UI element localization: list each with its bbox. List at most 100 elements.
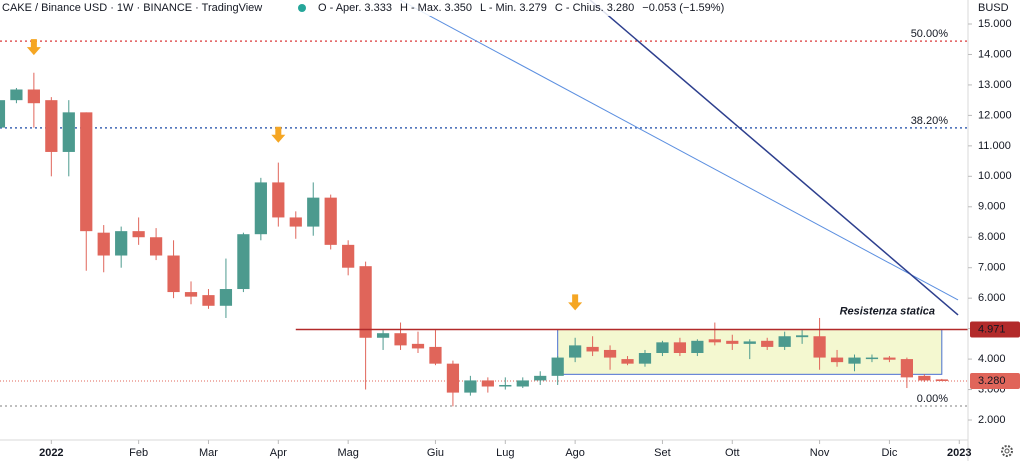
candle-body [621, 359, 634, 364]
candle-body [796, 335, 809, 338]
candle-body [534, 375, 547, 381]
y-tick-label: 7.000 [978, 262, 1006, 274]
y-tick-label: 8.000 [978, 231, 1006, 243]
y-tick-label: 10.000 [978, 170, 1012, 182]
candle-body [551, 357, 564, 376]
candle-body [743, 341, 756, 344]
candle-body [237, 234, 250, 290]
candle-body [324, 197, 337, 245]
candle-body [272, 182, 285, 218]
legend-value: 3.333 [364, 2, 392, 14]
price-badge-label: 3.280 [978, 375, 1006, 387]
candle-body [254, 182, 267, 235]
y-tick-label: 2.000 [978, 414, 1006, 426]
fib-level-label: 38.20% [911, 115, 949, 127]
candle-body [149, 237, 163, 256]
y-tick-label: 11.000 [978, 140, 1011, 152]
candle-body [62, 112, 75, 152]
candle-body [761, 340, 774, 347]
candle-body [202, 295, 215, 306]
candle-body [918, 375, 931, 381]
candle-body [184, 292, 198, 297]
candle-body [778, 336, 791, 347]
y-tick-label: 9.000 [978, 201, 1006, 213]
fib-level-label: 0.00% [917, 393, 948, 405]
x-tick-label: Feb [129, 447, 148, 459]
axis-unit: BUSD [978, 2, 1009, 14]
legend-value: 3.350 [445, 2, 473, 14]
candle-body [446, 363, 460, 393]
y-tick-label: 12.000 [978, 109, 1012, 121]
candle-body [80, 112, 93, 232]
candle-body [411, 343, 425, 349]
candle-body [865, 357, 879, 360]
candle-body [848, 357, 861, 364]
candle-body [638, 352, 652, 364]
candle-body [673, 342, 687, 353]
candle-body [586, 346, 599, 352]
x-tick-label: Set [654, 447, 671, 459]
x-tick-label: Nov [810, 447, 830, 459]
candle-body [115, 231, 128, 256]
legend-label: H - Max. [400, 2, 442, 14]
legend-value: 3.280 [607, 2, 635, 14]
settings-icon[interactable] [1001, 445, 1013, 457]
fib-level-label: 50.00% [911, 28, 949, 40]
x-tick-label: Dic [881, 447, 897, 459]
candle-body [307, 197, 320, 227]
x-tick-label: Mar [199, 447, 218, 459]
candle-body [376, 333, 390, 338]
candle-body [359, 266, 372, 338]
legend-change: −0.053 (−1.59%) [642, 2, 724, 14]
candle-body [45, 100, 58, 152]
price-badge-label: 4.971 [978, 323, 1006, 335]
eye-icon[interactable] [298, 4, 306, 12]
legend-label: O - Aper. [318, 2, 361, 14]
trendline [399, 0, 959, 301]
candle-body [97, 232, 110, 256]
candle-body [27, 89, 40, 104]
candle-body [726, 340, 739, 344]
x-tick-label: Ott [725, 447, 740, 459]
x-tick-label: 2023 [947, 447, 971, 459]
chart-title: CAKE / Binance USD · 1W · BINANCE · Trad… [2, 2, 262, 14]
x-tick-label: Mag [337, 447, 358, 459]
x-tick-label: Ago [565, 447, 585, 459]
x-tick-label: 2022 [39, 447, 63, 459]
arrow-marker [271, 126, 286, 143]
legend-value: 3.279 [519, 2, 547, 14]
candle-body [0, 100, 6, 128]
candle-body [883, 357, 896, 360]
candle-body [342, 244, 355, 268]
candle-body [516, 380, 529, 387]
header-bg [0, 0, 960, 16]
legend-label: C - Chius. [555, 2, 604, 14]
candle-body [569, 345, 582, 358]
candle-body [900, 359, 913, 378]
price-badge [970, 373, 1020, 390]
candle-body [499, 384, 512, 387]
candle-body [429, 346, 442, 364]
candle-body [656, 342, 669, 353]
candle-body [603, 349, 617, 358]
candle-body [830, 357, 844, 363]
candle-body [464, 380, 477, 393]
candle-body [691, 340, 704, 353]
resistance-label: Resistenza statica [840, 305, 935, 317]
y-tick-label: 13.000 [978, 79, 1012, 91]
candle-body [394, 333, 407, 346]
y-tick-label: 6.000 [978, 292, 1006, 304]
candle-body [708, 339, 721, 343]
y-tick-label: 4.000 [978, 353, 1006, 365]
candle-body [935, 379, 948, 382]
candle-body [219, 289, 233, 306]
arrow-marker [568, 294, 583, 311]
candle-body [167, 255, 180, 293]
x-tick-label: Lug [496, 447, 514, 459]
candle-body [10, 89, 23, 101]
x-tick-label: Apr [270, 447, 287, 459]
price-badge [970, 321, 1020, 338]
candle-body [481, 380, 494, 387]
